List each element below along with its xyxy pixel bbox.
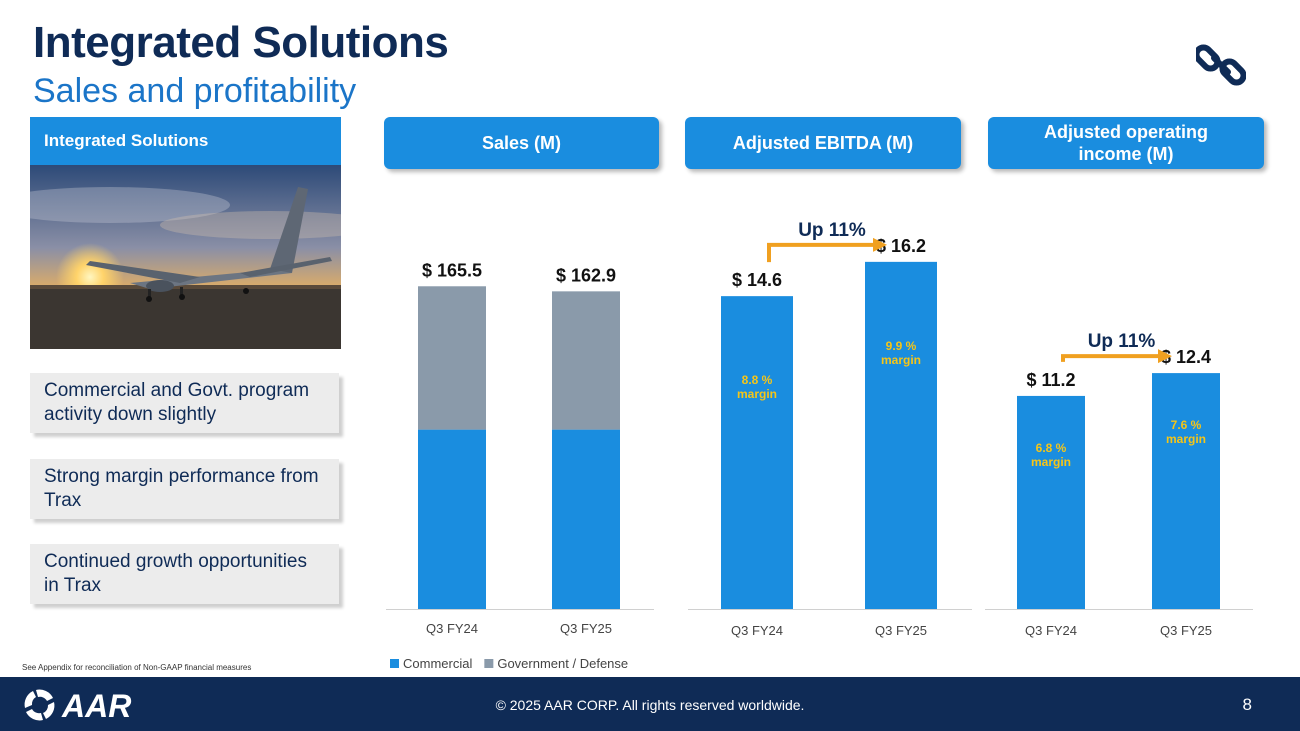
- growth-arrow-line: [1061, 354, 1160, 362]
- x-tick-label: Q3 FY24: [426, 621, 478, 636]
- margin-word-label: margin: [737, 387, 777, 401]
- bar-value-label: $ 16.2: [876, 236, 926, 256]
- x-tick-label: Q3 FY25: [560, 621, 612, 636]
- margin-percent-label: 9.9 %: [886, 339, 917, 353]
- footnote: See Appendix for reconciliation of Non-G…: [22, 663, 252, 672]
- margin-word-label: margin: [1031, 455, 1071, 469]
- page-number: 8: [1242, 695, 1252, 714]
- operating-income-chart-title: Adjusted operating income (M): [988, 117, 1264, 169]
- legend-label: Commercial: [403, 656, 472, 671]
- bar-value-label: $ 14.6: [732, 270, 782, 290]
- note-growth-opportunities: Continued growth opportunities in Trax: [30, 544, 339, 604]
- bar-1: [1017, 395, 1085, 609]
- note-margin-performance: Strong margin performance from Trax: [30, 459, 339, 519]
- bar-commercial-2: [552, 429, 620, 609]
- margin-percent-label: 7.6 %: [1171, 418, 1202, 432]
- page-title: Integrated Solutions: [33, 18, 449, 67]
- legend-label: Government / Defense: [497, 656, 628, 671]
- sidebar-header: Integrated Solutions: [30, 117, 341, 165]
- growth-label: Up 11%: [1088, 331, 1156, 352]
- bar-value-label: $ 11.2: [1026, 370, 1075, 390]
- margin-word-label: margin: [1166, 432, 1206, 446]
- bar-commercial-1: [418, 429, 486, 609]
- growth-arrow-line: [767, 242, 875, 263]
- x-tick-label: Q3 FY25: [1160, 623, 1212, 638]
- x-tick-label: Q3 FY24: [731, 623, 783, 638]
- aar-logo: AAR: [24, 688, 131, 723]
- chain-link-icon: [1196, 44, 1246, 86]
- margin-percent-label: 8.8 %: [742, 373, 773, 387]
- bar-total-label: $ 165.5: [422, 260, 482, 280]
- margin-percent-label: 6.8 %: [1036, 441, 1067, 455]
- logo-text: AAR: [61, 688, 131, 723]
- page-subtitle: Sales and profitability: [33, 72, 357, 110]
- bar-value-label: $ 12.4: [1161, 347, 1211, 367]
- bar-2: [1152, 373, 1220, 609]
- ebitda-chart-title: Adjusted EBITDA (M): [685, 117, 961, 169]
- aircraft-photo: [30, 165, 341, 349]
- legend-swatch: [390, 659, 399, 668]
- growth-label: Up 11%: [798, 220, 866, 241]
- note-program-activity: Commercial and Govt. program activity do…: [30, 373, 339, 433]
- bar-government-1: [418, 286, 486, 430]
- growth-arrow-head: [873, 237, 887, 252]
- growth-arrow-head: [1158, 349, 1172, 364]
- margin-word-label: margin: [881, 353, 921, 367]
- footer-bar: AAR © 2025 AAR CORP. All rights reserved…: [0, 677, 1300, 731]
- x-tick-label: Q3 FY24: [1025, 623, 1077, 638]
- bar-1: [721, 296, 793, 609]
- bar-2: [865, 261, 937, 609]
- sales-chart-title: Sales (M): [384, 117, 659, 169]
- legend-swatch: [484, 659, 494, 668]
- bar-government-2: [552, 291, 620, 430]
- bar-total-label: $ 162.9: [556, 265, 616, 285]
- copyright-text: © 2025 AAR CORP. All rights reserved wor…: [495, 697, 805, 713]
- x-tick-label: Q3 FY25: [875, 623, 927, 638]
